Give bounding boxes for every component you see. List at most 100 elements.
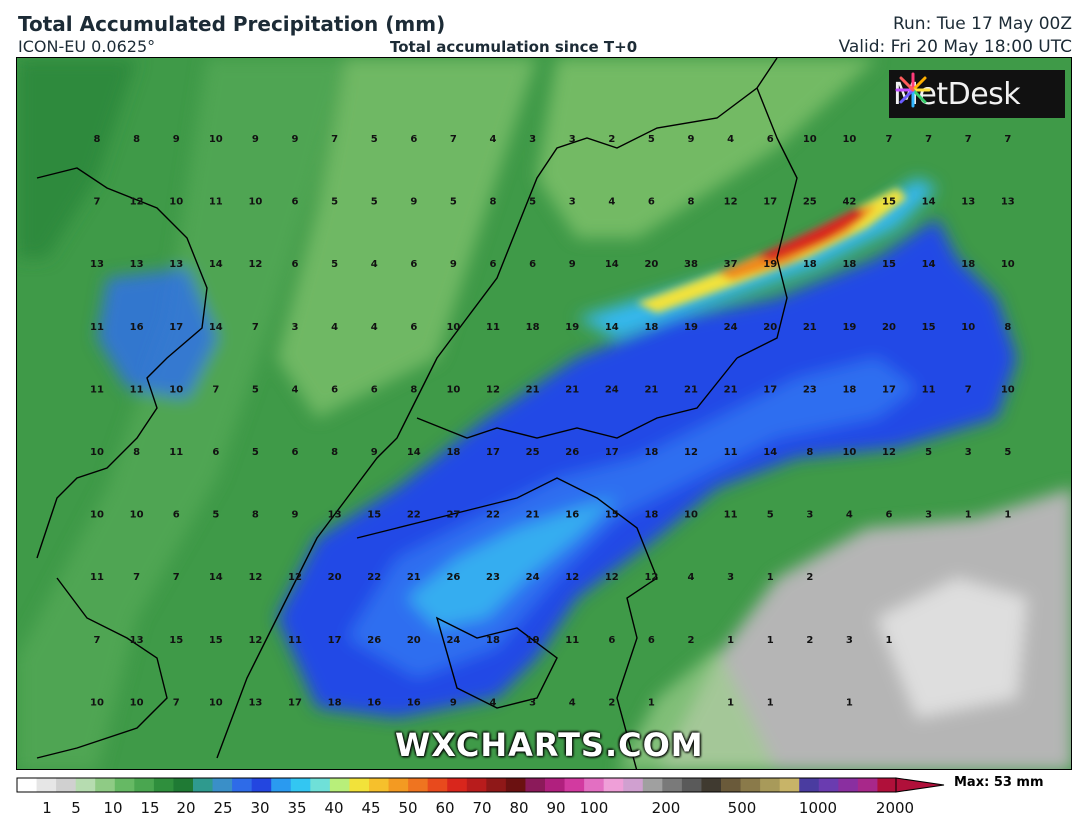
grid-value: 24 (446, 635, 460, 646)
metdesk-logo: MetDesk (889, 70, 1065, 118)
grid-value: 5 (252, 447, 259, 458)
max-value-label: Max: 53 mm (954, 775, 1044, 790)
grid-value: 8 (490, 197, 497, 208)
grid-value: 20 (407, 635, 421, 646)
scale-swatch (447, 778, 468, 792)
scale-swatch (564, 778, 585, 792)
scale-swatch (466, 778, 487, 792)
grid-value: 5 (450, 197, 457, 208)
grid-value: 15 (922, 322, 936, 333)
grid-value: 25 (803, 197, 817, 208)
grid-value: 7 (450, 134, 457, 145)
grid-value: 10 (842, 447, 856, 458)
grid-value: 7 (925, 134, 932, 145)
grid-value: 7 (94, 197, 101, 208)
grid-value: 17 (288, 697, 302, 708)
grid-value: 3 (529, 697, 536, 708)
grid-value: 12 (605, 572, 619, 583)
scale-swatch (329, 778, 350, 792)
grid-value: 12 (724, 197, 738, 208)
metdesk-logo-icon (895, 72, 931, 108)
grid-value: 3 (846, 635, 853, 646)
scale-swatch (779, 778, 800, 792)
grid-value: 5 (648, 134, 655, 145)
grid-value: 7 (173, 697, 180, 708)
grid-value: 9 (292, 134, 299, 145)
grid-value: 9 (252, 134, 259, 145)
grid-value: 11 (922, 384, 936, 395)
grid-value: 4 (371, 322, 378, 333)
scale-tick-label: 200 (652, 799, 681, 816)
grid-value: 19 (565, 322, 579, 333)
grid-value: 3 (529, 134, 536, 145)
grid-value: 17 (486, 447, 500, 458)
scale-swatch (173, 778, 194, 792)
grid-value: 6 (608, 635, 615, 646)
scale-tick-label: 45 (361, 799, 380, 816)
grid-value: 1 (767, 572, 774, 583)
grid-value: 21 (565, 384, 579, 395)
be-fr-border (356, 477, 658, 769)
uk-south-coast (36, 577, 168, 759)
grid-value: 3 (727, 572, 734, 583)
grid-value: 26 (565, 447, 579, 458)
grid-value: 14 (763, 447, 777, 458)
grid-value: 6 (529, 259, 536, 270)
grid-value: 12 (288, 572, 302, 583)
chart-title: Total Accumulated Precipitation (mm) (18, 12, 446, 36)
grid-value: 23 (803, 384, 817, 395)
grid-value: 9 (292, 510, 299, 521)
grid-value: 10 (90, 447, 104, 458)
grid-value: 6 (648, 635, 655, 646)
grid-value: 3 (292, 322, 299, 333)
grid-value: 7 (212, 384, 219, 395)
scale-tick-label: 5 (71, 799, 81, 816)
scale-tick-label: 500 (728, 799, 757, 816)
grid-value: 1 (1004, 510, 1011, 521)
scale-swatch (388, 778, 409, 792)
scale-swatch (505, 778, 526, 792)
grid-value: 1 (727, 635, 734, 646)
scale-swatch (427, 778, 448, 792)
grid-value: 10 (248, 197, 262, 208)
grid-value: 5 (925, 447, 932, 458)
scale-swatch (95, 778, 116, 792)
grid-value: 16 (407, 697, 421, 708)
grid-value: 17 (763, 384, 777, 395)
grid-value: 37 (724, 259, 738, 270)
grid-value: 6 (371, 384, 378, 395)
grid-value: 19 (526, 635, 540, 646)
grid-value: 10 (169, 384, 183, 395)
grid-value: 6 (292, 259, 299, 270)
grid-value: 7 (1004, 134, 1011, 145)
scale-tick-label: 10 (103, 799, 122, 816)
grid-value: 6 (292, 197, 299, 208)
scale-swatch (525, 778, 546, 792)
grid-value: 1 (886, 635, 893, 646)
grid-value: 24 (724, 322, 738, 333)
grid-value: 10 (90, 510, 104, 521)
scale-swatch (114, 778, 135, 792)
scale-tick-label: 25 (213, 799, 232, 816)
grid-value: 20 (882, 322, 896, 333)
grid-value: 5 (331, 197, 338, 208)
grid-value: 8 (252, 510, 259, 521)
grid-value: 13 (130, 635, 144, 646)
grid-value: 6 (173, 510, 180, 521)
scale-swatch (193, 778, 214, 792)
scale-tick-label: 1000 (799, 799, 837, 816)
grid-value: 10 (803, 134, 817, 145)
grid-value: 4 (490, 134, 497, 145)
grid-value: 17 (328, 635, 342, 646)
grid-value: 3 (965, 447, 972, 458)
grid-value: 8 (133, 447, 140, 458)
grid-value: 1 (965, 510, 972, 521)
grid-value: 26 (446, 572, 460, 583)
scale-swatch (584, 778, 605, 792)
grid-value: 2 (608, 697, 615, 708)
grid-value: 14 (209, 259, 223, 270)
scale-swatch (838, 778, 859, 792)
grid-value: 7 (886, 134, 893, 145)
grid-value: 26 (367, 635, 381, 646)
grid-value: 3 (569, 134, 576, 145)
